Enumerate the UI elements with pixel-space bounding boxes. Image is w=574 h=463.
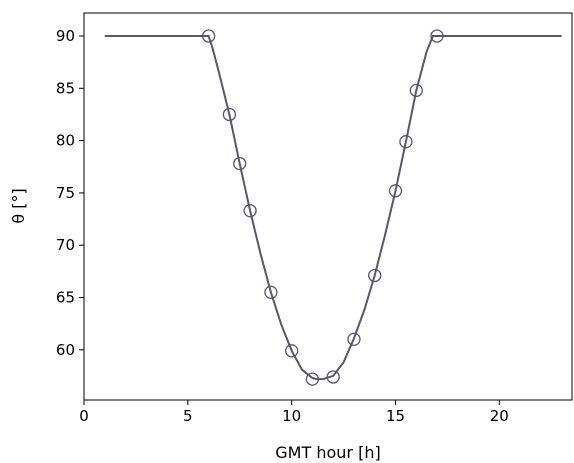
data-point <box>368 268 382 283</box>
y-axis-label: θ [°] <box>9 188 28 223</box>
y-tick-label: 60 <box>56 341 75 359</box>
y-tick-label: 90 <box>56 27 75 45</box>
data-point <box>264 285 278 299</box>
y-tick-label: 65 <box>56 288 75 306</box>
data-point <box>201 29 216 43</box>
series-markers <box>201 29 444 386</box>
data-point <box>305 372 320 386</box>
y-tick-label: 75 <box>56 184 75 202</box>
series-line <box>104 35 562 381</box>
data-point <box>409 83 423 98</box>
data-point <box>326 370 340 384</box>
axes-frame <box>83 12 573 401</box>
y-tick-label: 80 <box>56 132 75 150</box>
x-axis: 0 5 10 15 20 <box>79 400 509 425</box>
data-point <box>222 107 237 122</box>
x-tick-label: 20 <box>490 407 509 425</box>
data-point <box>347 332 361 346</box>
x-axis-label: GMT hour [h] <box>275 443 380 462</box>
y-axis: 60 65 70 75 80 85 90 <box>56 27 84 359</box>
plot-area <box>83 12 573 401</box>
data-point <box>388 184 403 198</box>
y-tick-label: 85 <box>56 79 75 97</box>
data-point <box>285 344 299 358</box>
data-point <box>430 29 444 43</box>
data-point <box>233 156 247 171</box>
x-tick-label: 15 <box>386 407 405 425</box>
data-point <box>399 135 413 149</box>
x-tick-label: 5 <box>183 407 193 425</box>
x-tick-label: 0 <box>79 407 89 425</box>
data-point <box>243 204 257 218</box>
y-tick-label: 70 <box>56 236 75 254</box>
x-tick-label: 10 <box>282 407 301 425</box>
